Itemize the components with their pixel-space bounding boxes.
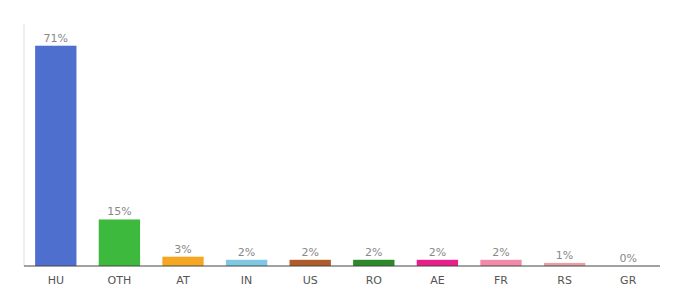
y-axis-line: [24, 24, 25, 266]
bars: [35, 46, 585, 266]
chart: 71% 15% 3% 2% 2% 2% 2% 2% 1% 0% HU OTH AT IN US RO AE FR R…: [0, 0, 680, 300]
bar: [290, 260, 331, 266]
data-label: 2%: [492, 246, 509, 259]
data-label: 15%: [107, 205, 131, 218]
x-tick-label: HU: [48, 274, 64, 287]
x-tick-labels: HU OTH AT IN US RO AE FR RS GR: [48, 274, 637, 287]
x-tick-label: RS: [557, 274, 572, 287]
x-tick-label: GR: [620, 274, 637, 287]
bar: [99, 219, 140, 266]
x-tick-label: OTH: [108, 274, 132, 287]
data-label: 3%: [174, 243, 191, 256]
data-labels: 71% 15% 3% 2% 2% 2% 2% 2% 1% 0%: [44, 32, 637, 265]
data-label: 0%: [619, 252, 636, 265]
bar: [35, 46, 76, 266]
bar: [480, 260, 521, 266]
x-axis-line: [24, 266, 660, 267]
x-tick-label: US: [303, 274, 318, 287]
bar: [226, 260, 267, 266]
bar: [353, 260, 394, 266]
data-label: 1%: [556, 249, 573, 262]
x-tick-label: AE: [430, 274, 445, 287]
data-label: 2%: [429, 246, 446, 259]
data-label: 71%: [44, 32, 68, 45]
data-label: 2%: [365, 246, 382, 259]
data-label: 2%: [238, 246, 255, 259]
chart-container: 71% 15% 3% 2% 2% 2% 2% 2% 1% 0% HU OTH AT IN US RO AE FR R…: [0, 0, 680, 300]
bar: [417, 260, 458, 266]
x-tick-label: RO: [366, 274, 383, 287]
bar: [162, 257, 203, 266]
x-tick-label: FR: [494, 274, 508, 287]
x-tick-label: AT: [176, 274, 190, 287]
data-label: 2%: [301, 246, 318, 259]
x-tick-label: IN: [241, 274, 252, 287]
